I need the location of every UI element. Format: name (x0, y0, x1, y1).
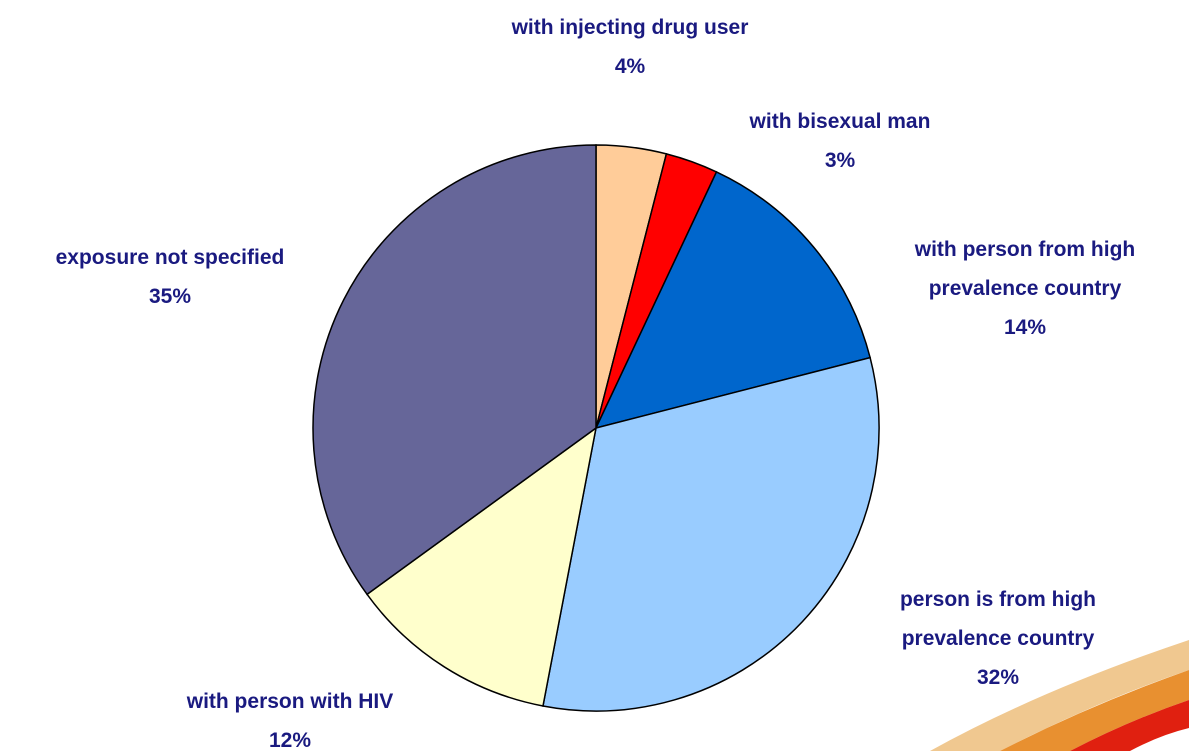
data-label: person is from high prevalence country 32… (843, 580, 1153, 697)
category-label: with injecting drug user (511, 16, 749, 39)
pie-slice (366, 426, 598, 707)
decoration (1000, 670, 1189, 751)
category-label: exposure not specified (55, 246, 285, 269)
value-label: 35% (148, 285, 192, 308)
value-label: 32% (976, 666, 1020, 689)
value-label: 4% (614, 55, 646, 78)
data-label: exposure not specified 35% (0, 238, 360, 316)
data-label: with injecting drug user 4% (485, 8, 775, 86)
data-label: with person with HIV 12% (110, 682, 470, 751)
decoration (930, 640, 1189, 751)
value-label: 14% (1003, 316, 1047, 339)
data-label: with bisexual man 3% (680, 102, 1000, 180)
category-label: with bisexual man (749, 110, 931, 133)
category-label: with person from high prevalence country (914, 238, 1136, 300)
pie-slice (312, 144, 597, 596)
value-label: 3% (824, 149, 856, 172)
category-label: person is from high prevalence country (899, 588, 1096, 650)
pie-slice (594, 170, 872, 430)
pie-slice (542, 356, 880, 712)
data-label: with person from high prevalence country… (870, 230, 1180, 347)
category-label: with person with HIV (186, 690, 394, 713)
value-label: 12% (268, 729, 312, 751)
decoration (1070, 700, 1189, 751)
